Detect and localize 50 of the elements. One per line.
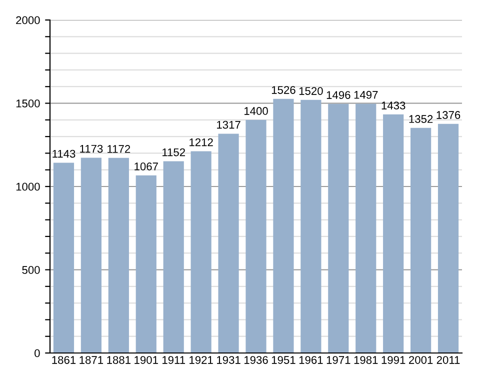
x-tick-label: 1936 [244, 356, 268, 364]
y-tick-label: 0 [34, 349, 40, 358]
data-label: 1152 [162, 148, 185, 156]
x-tick-label: 1871 [80, 356, 104, 364]
y-tick-label: 1500 [16, 100, 40, 108]
bar [136, 175, 156, 353]
data-label: 1172 [108, 145, 130, 153]
data-label: 1143 [52, 150, 76, 158]
x-tick-label: 1931 [217, 356, 240, 364]
y-tick-label: 500 [22, 266, 40, 274]
x-tick-label: 1981 [354, 356, 378, 364]
x-tick-label: 1991 [382, 356, 406, 364]
data-label: 1067 [134, 162, 158, 170]
bar [300, 100, 322, 353]
bar [246, 120, 266, 353]
data-label: 1173 [80, 144, 103, 153]
bar [108, 158, 129, 353]
x-tick-label: 1911 [162, 356, 186, 364]
bar [273, 98, 294, 353]
bar [383, 114, 404, 353]
data-label: 1400 [244, 107, 268, 115]
x-tick-label: 1881 [107, 356, 130, 364]
bar [53, 162, 74, 353]
data-label: 1496 [326, 91, 350, 99]
data-label: 1317 [217, 120, 240, 129]
bar [163, 161, 184, 353]
x-tick-label: 1971 [326, 356, 350, 364]
bar [410, 128, 432, 353]
x-tick-label: 1861 [52, 356, 76, 364]
y-tick-label: 2000 [16, 16, 40, 24]
x-tick-label: 1961 [299, 356, 323, 364]
data-label: 1497 [354, 90, 378, 99]
x-tick-label: 1951 [272, 356, 296, 364]
data-label: 1212 [190, 138, 213, 146]
data-label: 1352 [409, 115, 433, 123]
x-tick-label: 2001 [409, 356, 433, 364]
bar [80, 158, 102, 353]
data-label: 1376 [436, 111, 460, 119]
data-label: 1520 [299, 87, 323, 95]
bar [438, 124, 459, 353]
bar [218, 134, 239, 353]
data-label: 1433 [382, 102, 406, 110]
bar [356, 104, 376, 353]
y-tick-label: 1000 [16, 182, 40, 191]
data-label: 1526 [272, 86, 296, 94]
bar [190, 151, 212, 353]
x-tick-label: 1901 [134, 356, 158, 364]
x-tick-label: 2011 [436, 356, 460, 364]
bar [328, 104, 349, 353]
x-tick-label: 1921 [190, 356, 213, 364]
